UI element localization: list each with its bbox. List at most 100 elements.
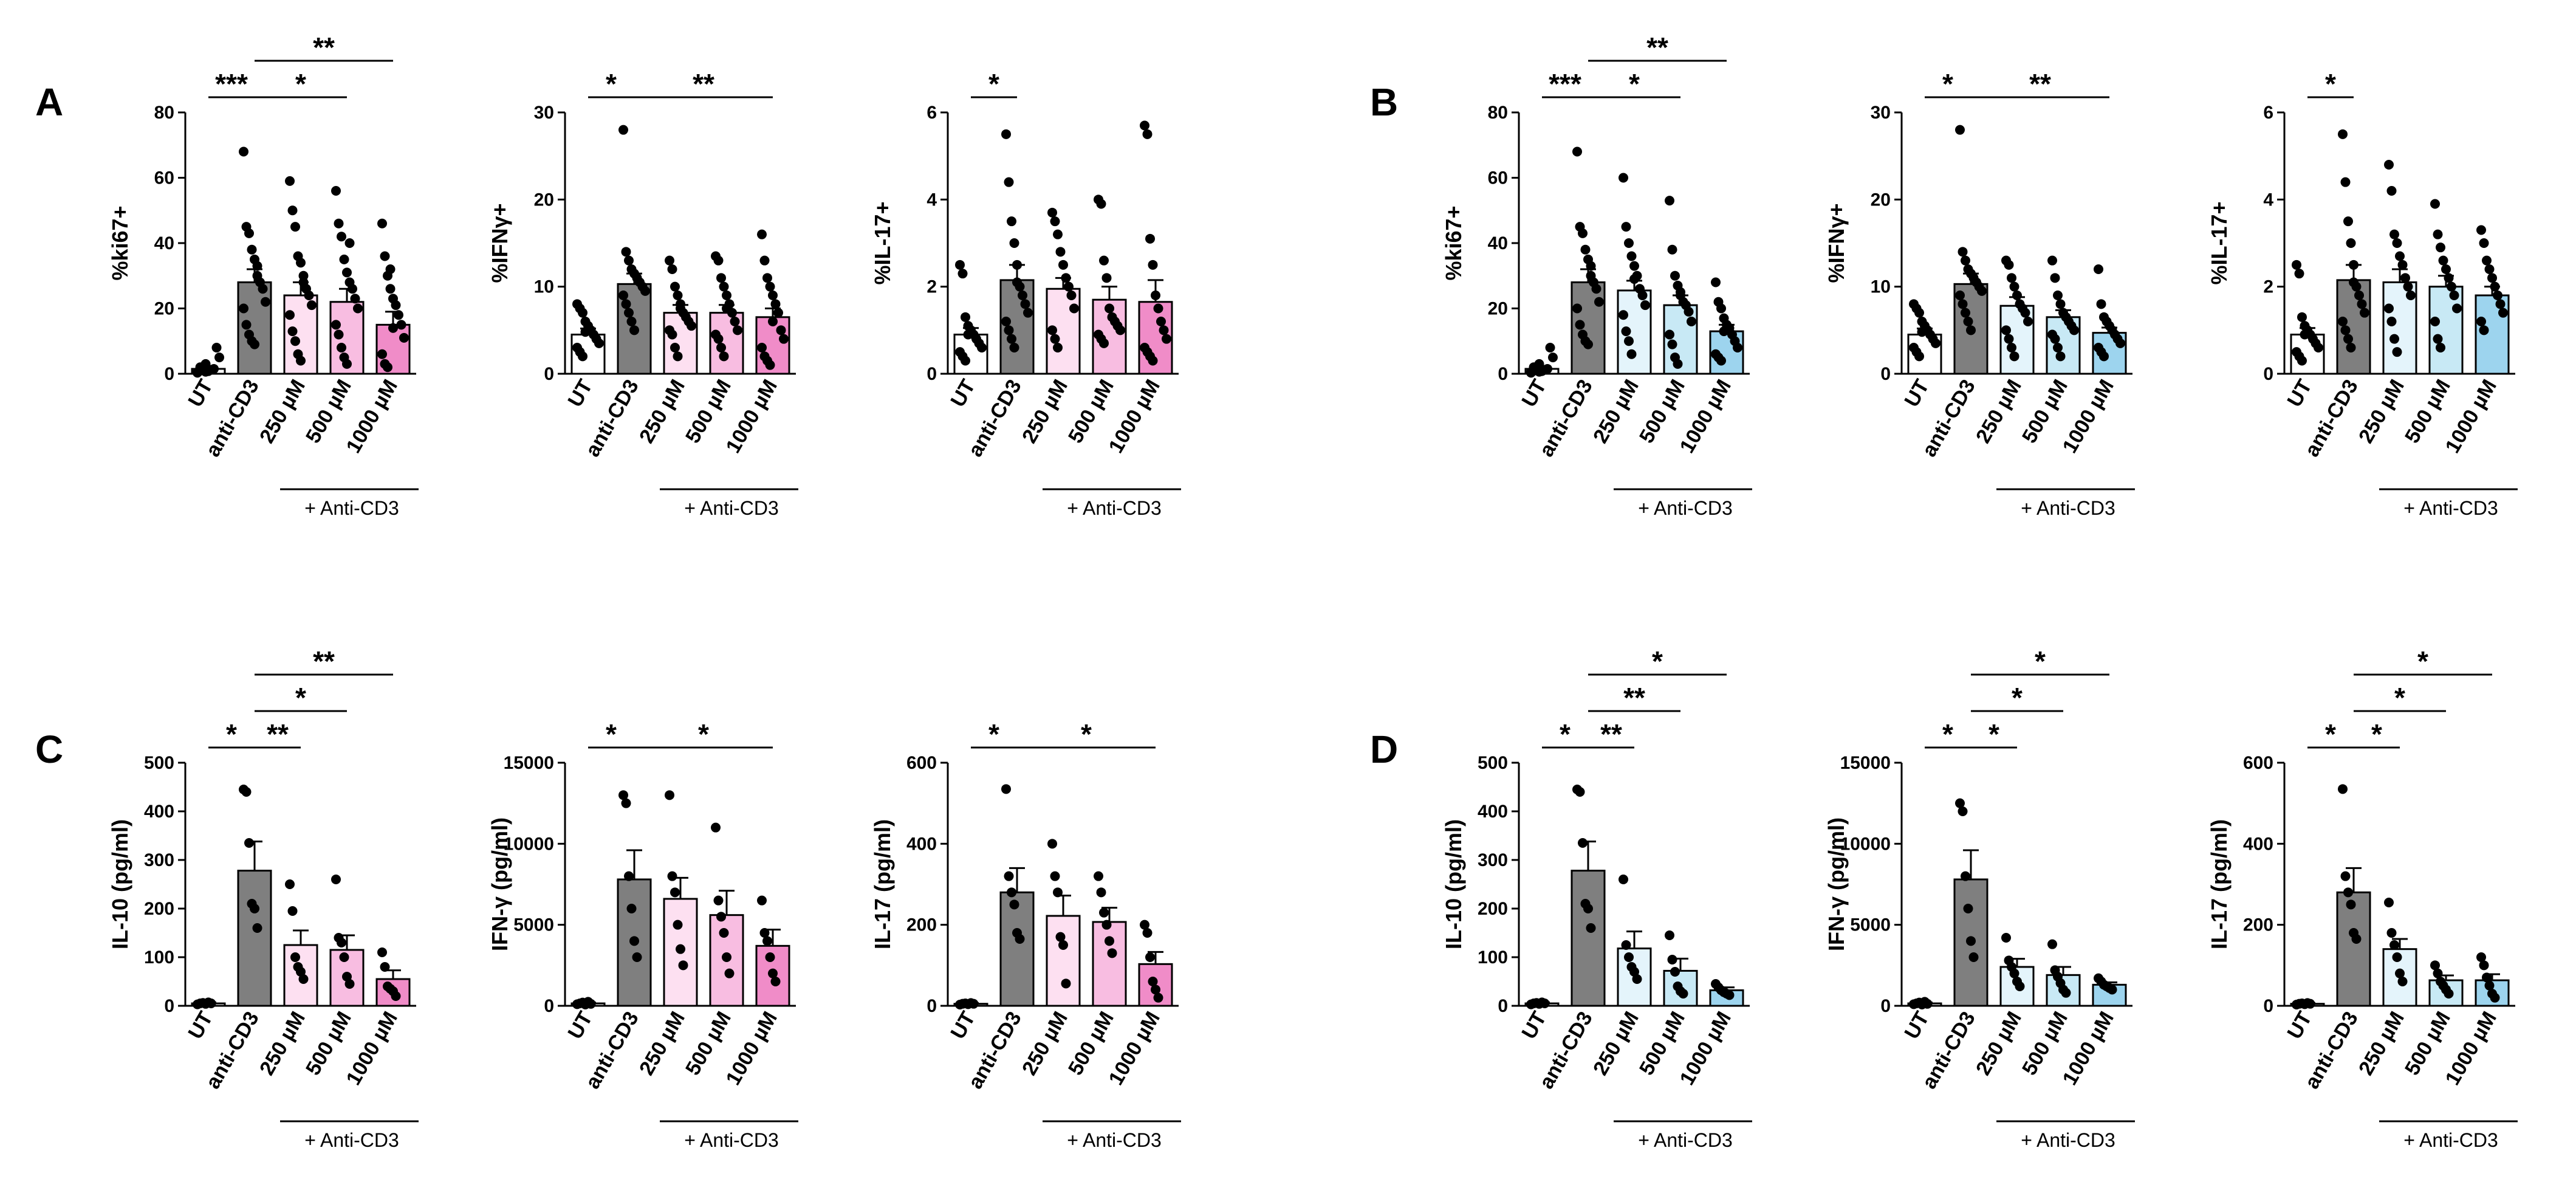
data-point [2357,299,2367,309]
bar [1046,915,1081,1007]
data-point [665,790,674,800]
data-point [1629,274,1639,284]
data-point [1099,338,1109,348]
data-point [290,336,300,346]
data-point [770,299,781,309]
data-point [2047,255,2057,266]
data-point [621,299,631,309]
significance-label: ** [267,718,289,750]
data-point [239,146,248,157]
group-label: + Anti-CD3 [2403,497,2498,519]
data-point [1047,325,1057,335]
data-point [2479,238,2489,248]
data-point [1094,871,1103,881]
significance-label: * [1942,718,1953,750]
data-point [1099,907,1109,918]
data-point [258,284,268,294]
data-point [2004,260,2014,270]
data-point [385,264,396,274]
data-point [296,356,306,366]
y-axis-label: %ki67+ [108,205,132,280]
data-point [1004,177,1014,187]
data-point [2395,251,2405,261]
data-point [1001,129,1011,139]
data-point [1007,334,1016,344]
data-point [1621,326,1631,337]
data-point [2441,264,2451,274]
y-tick-label: 0 [1880,996,1891,1016]
data-point [626,904,637,913]
group-label: + Anti-CD3 [1067,1129,1162,1151]
data-point [2490,992,2500,1003]
data-point [1977,286,1987,296]
data-point [687,321,696,331]
data-point [1914,351,1924,362]
data-point [1716,303,1726,314]
data-point [337,938,346,947]
data-point [1055,932,1066,942]
data-point [1001,317,1011,326]
group-label: + Anti-CD3 [2021,497,2115,519]
data-point [1105,303,1114,314]
y-tick-label: 0 [164,364,174,384]
group-label: + Anti-CD3 [684,1129,779,1151]
category-label: UT [2283,1008,2317,1043]
data-point [396,320,406,330]
data-point [1142,928,1153,938]
data-point [667,264,677,274]
data-point [1955,125,1965,135]
y-tick-label: 5000 [1850,915,1891,935]
data-point [331,320,341,330]
data-point [2392,238,2402,248]
data-point [1583,904,1593,913]
group-label: + Anti-CD3 [304,1129,399,1151]
category-label: UT [1517,1008,1551,1043]
data-point [719,281,729,292]
data-point [1958,299,1968,309]
category-label: UT [1900,376,1934,411]
significance-label: * [295,682,306,713]
data-point [250,339,259,349]
data-point [344,238,355,248]
data-point [2490,281,2500,292]
data-point [2484,980,2495,991]
data-point [1151,291,1160,300]
significance-label: *** [1549,68,1581,100]
y-tick-label: 4 [927,190,937,210]
data-point [1963,904,1973,913]
y-tick-label: 600 [2243,753,2273,773]
y-tick-label: 6 [2263,103,2273,123]
data-point [1145,233,1155,244]
data-point [334,329,344,340]
data-point [391,300,401,311]
data-point [578,351,587,362]
data-point [290,952,300,962]
data-point [624,871,634,881]
category-label: UT [183,1008,218,1043]
data-point [1922,999,1933,1009]
data-point [1711,277,1721,287]
data-point [1058,260,1068,270]
y-tick-label: 0 [927,996,937,1016]
data-point [2094,264,2103,274]
data-point [348,284,357,294]
data-point [1101,920,1112,930]
data-point [307,300,317,311]
data-point [1009,899,1019,910]
data-point [578,308,587,318]
data-point [765,360,775,370]
data-point [768,317,778,326]
data-point [1640,300,1650,311]
y-axis-label: IL-10 (pg/ml) [108,819,132,949]
data-point [2055,351,2066,362]
data-point [629,936,639,946]
data-point [2346,238,2356,248]
data-point [670,343,680,352]
data-point [2389,940,2399,950]
data-point [1012,260,1022,270]
data-point [2343,216,2353,227]
data-point [2343,334,2353,344]
data-point [1572,146,1582,157]
